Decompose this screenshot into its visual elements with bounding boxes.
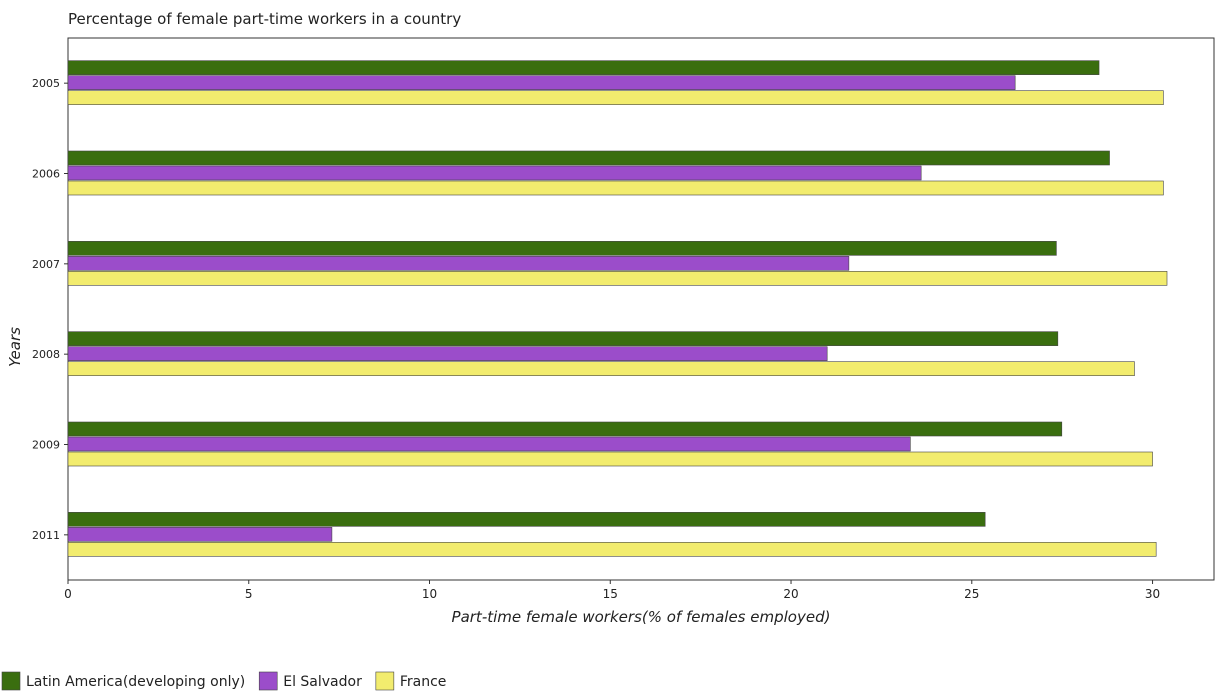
bar-0-2005 [67, 60, 1100, 75]
x-tick-label: 5 [245, 587, 253, 601]
plot-frame [67, 37, 1215, 581]
legend-label-2: France [400, 674, 447, 690]
bar-2-2009 [67, 451, 1153, 467]
legend-label-1: El Salvador [283, 674, 362, 690]
y-tick-label: 2008 [32, 348, 60, 361]
bar-2-2006 [67, 180, 1164, 196]
chart-title: Percentage of female part-time workers i… [68, 10, 461, 28]
bar-1-2006 [67, 165, 922, 181]
x-tick-label: 0 [64, 587, 72, 601]
bar-0-2009 [67, 421, 1063, 437]
bar-0-2011 [67, 512, 986, 527]
bar-2-2008 [67, 361, 1135, 376]
legend-swatch-1 [258, 671, 278, 691]
bar-2-2011 [67, 542, 1157, 557]
bar-0-2008 [67, 331, 1059, 346]
bar-1-2008 [67, 346, 828, 361]
bar-1-2005 [67, 75, 1016, 90]
bar-1-2009 [67, 436, 911, 452]
legend-label-0: Latin America(developing only) [26, 674, 245, 690]
x-tick-label: 15 [603, 587, 618, 601]
y-axis-label: Years [6, 327, 24, 367]
plot-area: 2005 2006 2007 2008 2009 2011 0 5 10 15 20 25 30 [32, 37, 1215, 601]
bar-0-2007 [67, 241, 1057, 256]
bar-1-2011 [67, 527, 333, 542]
bar-0-2006 [67, 150, 1110, 166]
legend-swatch-0 [1, 671, 21, 691]
bar-2-2005 [67, 90, 1164, 105]
x-tick-label: 10 [422, 587, 437, 601]
x-tick-label: 20 [783, 587, 798, 601]
y-tick-label: 2007 [32, 258, 60, 271]
y-tick-label: 2005 [32, 77, 60, 90]
legend: Latin America(developing only) El Salvado… [1, 671, 447, 691]
x-axis-label: Part-time female workers(% of females em… [452, 608, 831, 626]
legend-swatch-2 [375, 671, 395, 691]
x-tick-label: 30 [1145, 587, 1160, 601]
bar-1-2007 [67, 256, 850, 271]
bar-2-2007 [67, 271, 1168, 286]
y-tick-label: 2011 [32, 529, 60, 542]
y-tick-label: 2006 [32, 168, 60, 181]
y-tick-label: 2009 [32, 439, 60, 452]
x-tick-label: 25 [964, 587, 979, 601]
